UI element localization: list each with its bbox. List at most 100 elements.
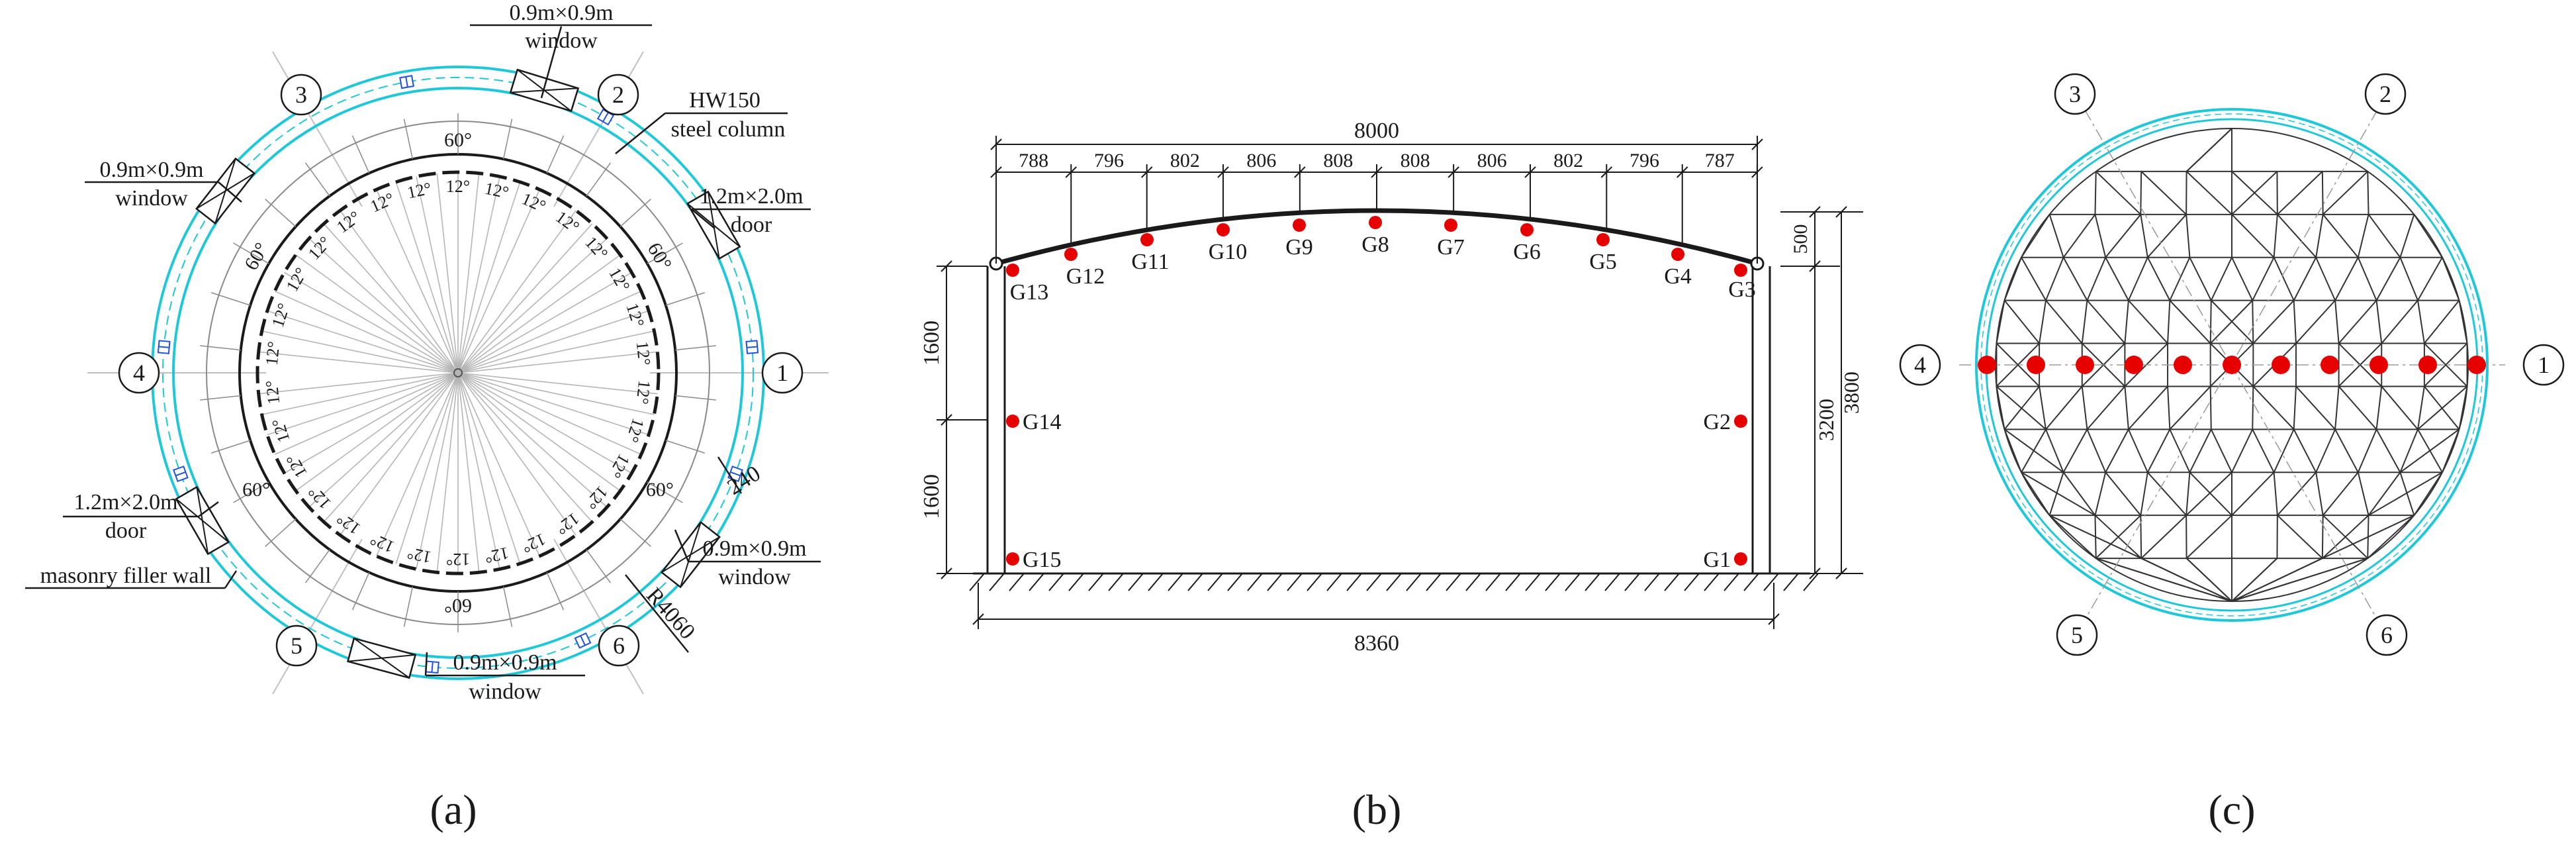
mesh-edge [2124,386,2129,430]
gauge-g11 [1140,233,1154,246]
mesh-edge [2381,385,2418,430]
mesh-edge [2147,214,2187,258]
note-steel-column: steel column [671,117,786,142]
radial-line [395,181,459,373]
segment-label: 806 [1246,150,1276,172]
radial-line [457,372,642,455]
mesh-edge [2231,558,2278,602]
hatch-line [1307,573,1322,591]
radial-line [267,372,459,436]
angle-tick [265,199,297,227]
angle-12-label: 12° [367,189,397,216]
mesh-edge [2334,428,2359,473]
angle-12-label: 12° [622,301,648,330]
mesh-edge [2140,472,2148,516]
mesh-edge [2368,472,2443,517]
angle-12-label: 12° [622,416,648,445]
angle-12-label: 12° [446,177,470,196]
opening-cross [680,522,702,587]
angle-tick [586,162,612,197]
mesh-edge [2081,386,2088,430]
gauge-node [2467,356,2486,374]
axis-bubble [2522,344,2565,386]
dim-1600-upper: 1600 [919,321,944,366]
mesh-edge [2185,128,2232,172]
note-door-right-size: 1.2m×2.0m [699,184,803,209]
mesh-edge [2094,214,2107,258]
angle-tick [502,586,513,627]
note-window-top-label: window [525,28,598,53]
gauge-label-g4: G4 [1664,264,1692,289]
gauge-label-g1: G1 [1703,548,1731,572]
segment-label: 802 [1170,150,1200,172]
ground-hatch [969,573,1819,591]
axis-bubble [2364,73,2407,115]
axis-label: 2 [612,81,624,108]
radial-line [340,372,459,536]
tick [1524,166,1536,178]
hatch-line [1207,573,1223,591]
angle-tick [233,481,269,503]
mesh-edge [2169,428,2191,473]
mesh-edge [2146,257,2171,301]
mesh-edge [2062,257,2088,301]
hatch-line [1624,573,1640,591]
mesh-edge [2273,257,2295,301]
radial-line [258,351,459,373]
h-web [158,346,169,348]
mesh-edge [2252,385,2295,430]
mesh-edge [2127,428,2148,473]
mesh-edge [2021,214,2050,258]
mesh-edge [2086,299,2126,344]
mesh-edge [2189,428,2212,473]
radial-line [457,372,621,491]
angle-60-label: 60° [646,479,674,501]
angle-12-label: 12° [633,340,655,366]
radial-line [457,372,593,522]
axis-label: 4 [1914,352,1926,378]
mesh-edge [2277,214,2317,258]
tick [941,414,952,426]
angle-12-label: 12° [262,340,284,366]
mesh-edge [2185,214,2191,258]
angle-tick [233,242,269,264]
angle-tick [665,440,706,454]
angle-12-label: 12° [268,416,294,445]
angle-tick [675,345,716,351]
axis-label: 3 [295,81,307,108]
h-web [602,112,609,123]
radial-grid-lines [87,51,829,695]
gauge-label-g10: G10 [1209,240,1248,264]
mesh-edge [2062,428,2088,473]
total-span-8000: 8000 [1354,119,1399,143]
mesh-edge [2231,171,2278,215]
angle-60-label: 60° [444,595,472,617]
mesh-edge [2322,515,2415,559]
mesh-edge [2252,299,2295,344]
radial-line [457,372,655,415]
mesh-edge [2458,386,2468,430]
h-web [405,76,408,87]
segment-label: 802 [1553,150,1583,172]
radial-line [274,291,459,373]
dimension-240: 240 [723,461,765,499]
hatch-line [1763,573,1779,591]
hw150-mark [157,340,171,354]
note-masonry: masonry filler wall [40,564,212,588]
dim-3800: 3800 [1839,372,1863,414]
door-left [175,485,230,556]
dim-500: 500 [1790,224,1812,254]
hatch-line [1168,573,1183,591]
mesh-edge [2048,214,2064,258]
radial-line [295,254,459,373]
hatch-line [1029,573,1044,591]
mesh-edge [2399,428,2418,473]
gauge-g1 [1734,552,1747,566]
mesh-edge [2252,300,2254,344]
mesh-edge [2140,515,2187,559]
angle-tick [351,572,370,611]
mesh-edge [2293,386,2297,430]
mesh-edge [2424,300,2460,344]
wall-dash-ring [162,77,754,669]
